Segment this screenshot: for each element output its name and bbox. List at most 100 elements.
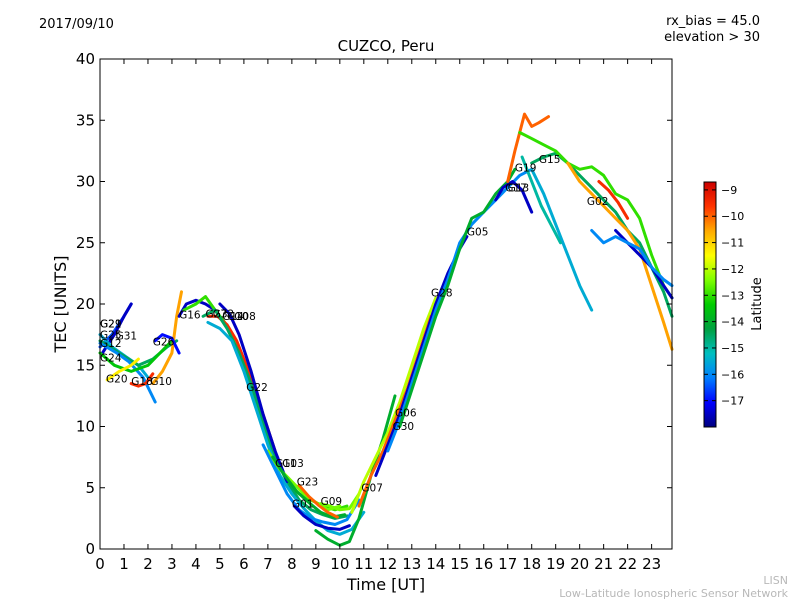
series-line-g09 bbox=[319, 492, 361, 512]
colorbar-tick-label: −13 bbox=[721, 289, 744, 302]
satellite-label-g08: G08 bbox=[234, 311, 256, 323]
series-line-g05 bbox=[386, 167, 534, 453]
x-tick-label: 14 bbox=[426, 555, 445, 573]
satellite-label-g26: G26 bbox=[153, 337, 175, 349]
y-axis-label: TEC [UNITS] bbox=[51, 256, 70, 354]
satellite-label-g21: G21 bbox=[100, 318, 122, 330]
y-tick-label: 35 bbox=[76, 111, 95, 129]
y-tick-label: 15 bbox=[76, 356, 95, 374]
satellite-label-g06: G06 bbox=[395, 408, 417, 420]
y-tick-label: 0 bbox=[85, 540, 95, 558]
series-line-g15 bbox=[530, 151, 674, 318]
series-line-g01 bbox=[292, 504, 351, 531]
satellite-label-g23: G23 bbox=[297, 476, 319, 488]
satellite-label-g17: G17 bbox=[505, 182, 527, 194]
satellite-label-g18: G18 bbox=[131, 376, 153, 388]
x-tick-label: 22 bbox=[618, 555, 637, 573]
x-tick-label: 15 bbox=[450, 555, 469, 573]
series-line-g08 bbox=[218, 302, 289, 484]
x-tick-label: 2 bbox=[143, 555, 153, 573]
colorbar-tick-label: −12 bbox=[721, 263, 744, 276]
x-tick-label: 3 bbox=[167, 555, 177, 573]
colorbar-gradient bbox=[703, 181, 717, 428]
series-line-g19 bbox=[398, 167, 517, 428]
colorbar: −9 −10 −11 −12 −13 −14 −15 −16 −17 bbox=[703, 181, 744, 428]
x-tick-label: 4 bbox=[191, 555, 201, 573]
satellite-label-g15: G15 bbox=[539, 154, 561, 166]
satellite-label-g25: G25 bbox=[100, 329, 122, 341]
y-tick-label: 20 bbox=[76, 295, 95, 313]
chart-title: CUZCO, Peru bbox=[337, 37, 435, 55]
x-tick-label: 19 bbox=[546, 555, 565, 573]
credit-block: LISN Low-Latitude Ionospheric Sensor Net… bbox=[559, 574, 788, 600]
satellite-label-g32: G32 bbox=[213, 309, 235, 321]
x-axis-label: Time [UT] bbox=[346, 575, 425, 594]
satellite-label-g03: G03 bbox=[282, 458, 304, 470]
x-tick-label: 11 bbox=[354, 555, 373, 573]
y-tick-label: 25 bbox=[76, 234, 95, 252]
x-tick-label: 8 bbox=[287, 555, 297, 573]
x-tick-label: 12 bbox=[378, 555, 397, 573]
series-line-g15b bbox=[518, 131, 674, 300]
series-line-g13 bbox=[271, 455, 347, 519]
series-line-g14 bbox=[201, 308, 349, 520]
x-axis: 0 1 2 3 4 5 6 7 8 9 10 11 12 13 14 15 16 17 18 19 20 21 22 23 bbox=[95, 59, 661, 573]
satellite-label-g10: G10 bbox=[227, 311, 249, 323]
satellite-label-g24: G24 bbox=[100, 353, 122, 365]
colorbar-tick-label: −17 bbox=[721, 395, 744, 408]
satellite-label-g07: G07 bbox=[361, 482, 383, 494]
x-tick-label: 9 bbox=[311, 555, 321, 573]
series-line-g18 bbox=[129, 372, 155, 388]
credit-long: Low-Latitude Ionospheric Sensor Network bbox=[559, 587, 788, 600]
series-line-g26 bbox=[153, 333, 181, 355]
x-tick-label: 17 bbox=[498, 555, 517, 573]
series-line-g27 bbox=[182, 295, 349, 512]
colorbar-label: Latitude bbox=[750, 277, 765, 331]
x-tick-label: 1 bbox=[119, 555, 129, 573]
y-tick-label: 30 bbox=[76, 173, 95, 191]
satellite-label-g20: G20 bbox=[106, 373, 128, 385]
satellite-label-g16: G16 bbox=[179, 310, 201, 322]
colorbar-tick-label: −11 bbox=[721, 237, 744, 250]
series-line-g22 bbox=[206, 320, 366, 536]
series-line-g24 bbox=[98, 339, 174, 373]
satellite-label-g11: G11 bbox=[275, 458, 297, 470]
date-label: 2017/09/10 bbox=[39, 17, 114, 32]
x-tick-label: 10 bbox=[330, 555, 349, 573]
series-line-g12 bbox=[98, 341, 157, 404]
x-tick-label: 16 bbox=[474, 555, 493, 573]
satellite-label-g22: G22 bbox=[246, 382, 267, 394]
satellite-label-g05: G05 bbox=[467, 226, 489, 238]
satellite-label-g19: G19 bbox=[515, 163, 537, 175]
series-line-g03 bbox=[261, 443, 361, 526]
y-tick-label: 10 bbox=[76, 418, 95, 436]
series-line-g19b bbox=[520, 155, 562, 245]
satellite-label-g27: G27 bbox=[206, 309, 228, 321]
satellite-label-g14: G14 bbox=[222, 311, 244, 323]
series-line-g20b bbox=[590, 229, 674, 288]
series-layer bbox=[98, 112, 674, 547]
colorbar-tick-label: −16 bbox=[721, 368, 744, 381]
satellite-label-g30: G30 bbox=[393, 421, 415, 433]
series-line-g06 bbox=[350, 296, 438, 514]
x-tick-label: 18 bbox=[522, 555, 541, 573]
elevation-label: elevation > 30 bbox=[664, 30, 760, 45]
series-line-g02b bbox=[597, 180, 630, 220]
satellite-label-g10: G10 bbox=[150, 376, 172, 388]
satellite-label-g09: G09 bbox=[321, 496, 343, 508]
colorbar-tick-label: −10 bbox=[721, 210, 744, 223]
x-tick-label: 7 bbox=[263, 555, 273, 573]
series-line-g17 bbox=[494, 180, 534, 214]
satellite-label-g28: G28 bbox=[431, 288, 453, 300]
x-tick-label: 0 bbox=[95, 555, 105, 573]
colorbar-tick-label: −9 bbox=[721, 184, 737, 197]
x-tick-label: 6 bbox=[239, 555, 249, 573]
x-tick-label: 21 bbox=[594, 555, 613, 573]
colorbar-tick-label: −15 bbox=[721, 342, 744, 355]
series-line-g10 bbox=[151, 290, 183, 386]
series-line-g16b bbox=[530, 167, 594, 312]
satellite-label-g13: G13 bbox=[508, 182, 530, 194]
satellite-label-g12: G12 bbox=[100, 338, 122, 350]
series-line-g20 bbox=[105, 357, 140, 382]
